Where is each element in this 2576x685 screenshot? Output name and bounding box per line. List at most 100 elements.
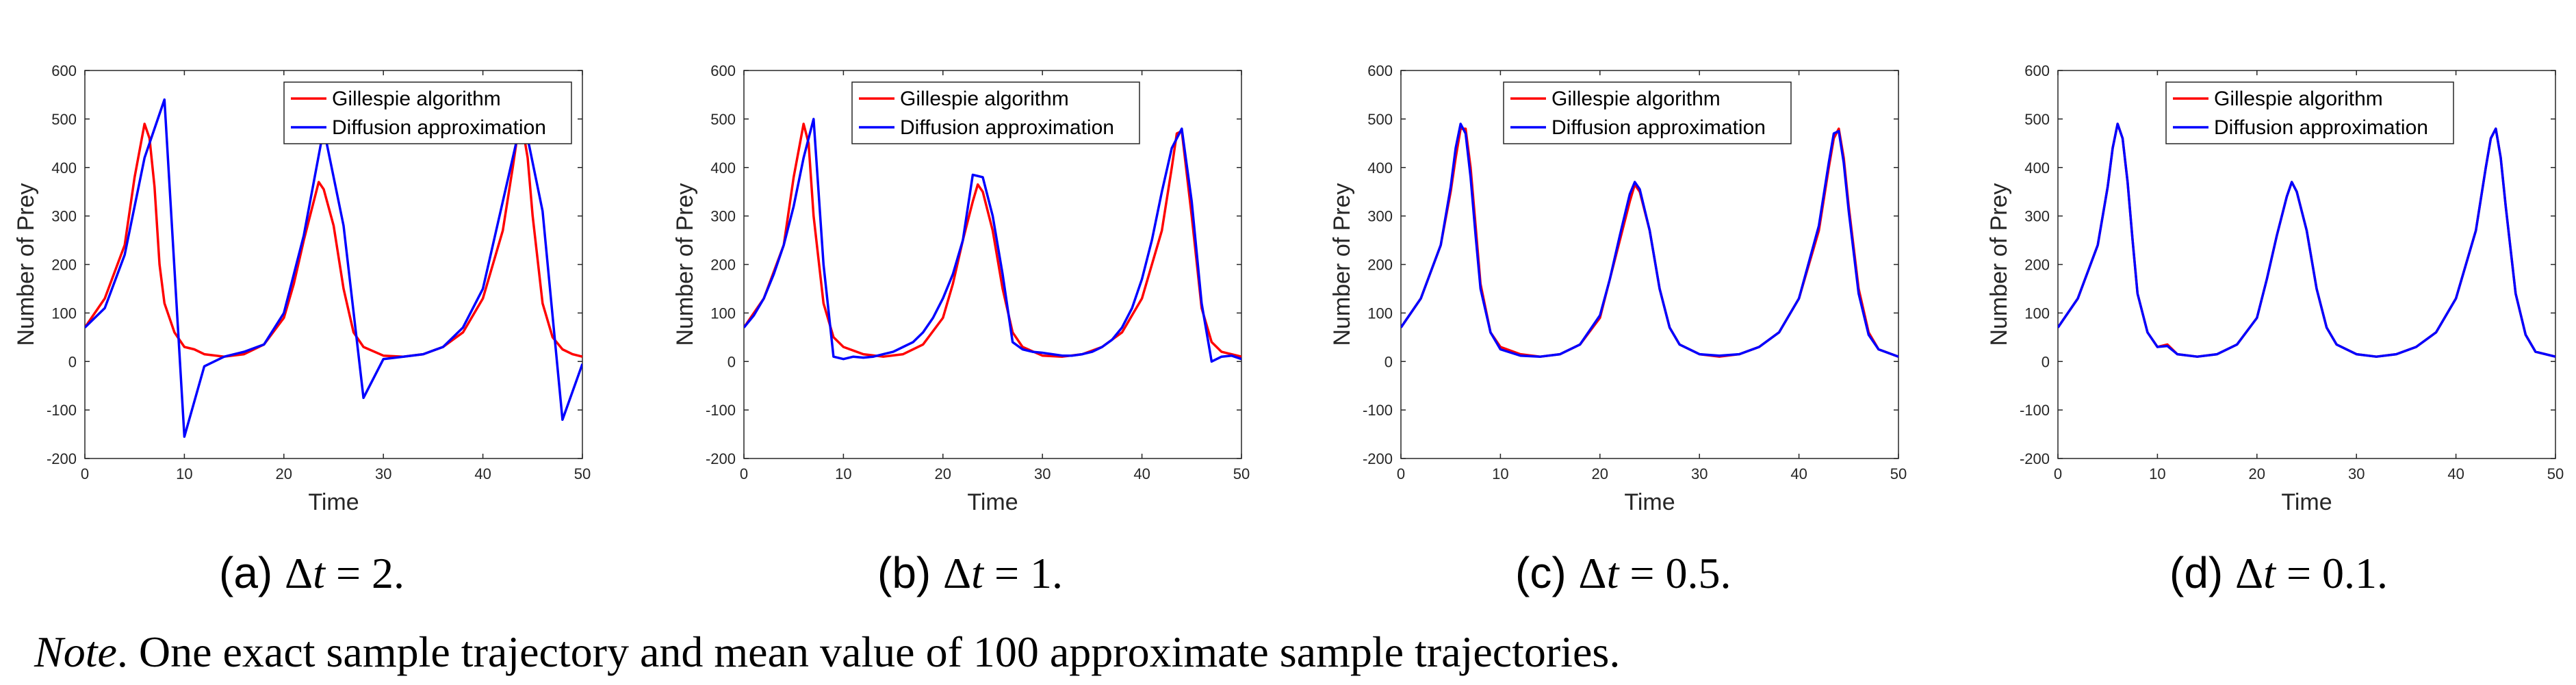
caption-b-var: t [971,549,983,597]
note-text: . One exact sample trajectory and mean v… [116,628,1621,676]
x-tick-label-b: 30 [1034,465,1051,482]
caption-d: (d) Δt = 0.1. [2169,547,2388,599]
y-tick-label-b: 500 [710,111,736,128]
x-tick-label-d: 10 [2149,465,2165,482]
y-tick-label-a: 300 [51,208,77,225]
y-tick-label-d: -100 [2020,402,2050,419]
y-tick-label-b: 0 [727,353,736,370]
x-tick-label-d: 0 [2054,465,2062,482]
x-tick-label-b: 20 [935,465,951,482]
y-tick-label-d: 200 [2024,257,2050,274]
x-axis-label-c: Time [1624,489,1675,515]
caption-d-symbol: Δ [2235,549,2264,597]
caption-a-symbol: Δ [285,549,313,597]
legend-label-d-1: Diffusion approximation [2214,116,2428,139]
x-tick-label-c: 30 [1691,465,1708,482]
y-tick-label-c: 300 [1367,208,1393,225]
y-tick-label-b: -100 [706,402,736,419]
y-tick-label-b: 600 [710,62,736,79]
y-tick-label-a: 100 [51,305,77,322]
chart-panel-d: -200 -100 0 100 200 300 400 500 600 0 10 20 30 40 50 Ti… [1986,62,2564,515]
y-tick-label-a: -200 [47,450,77,467]
x-tick-label-a: 50 [574,465,591,482]
x-tick-label-a: 20 [276,465,292,482]
y-tick-label-c: 0 [1384,353,1393,370]
caption-c-prefix: (c) [1515,548,1567,597]
chart-panel-a: -200 -100 0 100 200 300 400 500 600 0 10 20 30 40 50 Ti… [13,62,591,515]
caption-a: (a) Δt = 2. [219,547,404,599]
y-tick-label-d: 300 [2024,208,2050,225]
caption-d-eq: = 0.1. [2275,549,2388,597]
y-tick-label-a: 600 [51,62,77,79]
y-tick-label-b: 400 [710,159,736,177]
caption-a-prefix: (a) [219,548,273,597]
y-tick-label-c: 500 [1367,111,1393,128]
y-tick-label-d: 100 [2024,305,2050,322]
x-tick-label-b: 0 [740,465,748,482]
x-tick-label-a: 30 [375,465,391,482]
caption-d-var: t [2263,549,2276,597]
y-axis-label-c: Number of Prey [1329,183,1355,346]
caption-c-symbol: Δ [1578,549,1607,597]
legend-label-a-0: Gillespie algorithm [332,88,501,110]
caption-c-eq: = 0.5. [1619,549,1731,597]
legend-label-b-1: Diffusion approximation [900,116,1114,139]
caption-c: (c) Δt = 0.5. [1515,547,1731,599]
y-axis-label-b: Number of Prey [672,183,698,346]
y-tick-label-d: -200 [2020,450,2050,467]
y-tick-label-c: 200 [1367,257,1393,274]
y-tick-label-c: -200 [1363,450,1393,467]
caption-b-prefix: (b) [877,548,931,597]
x-tick-label-b: 50 [1233,465,1250,482]
legend-label-d-0: Gillespie algorithm [2214,88,2383,110]
y-tick-label-d: 400 [2024,159,2050,177]
caption-a-eq: = 2. [324,549,405,597]
y-tick-label-a: 500 [51,111,77,128]
figure-note: Note. One exact sample trajectory and me… [34,627,1620,677]
legend-label-b-0: Gillespie algorithm [900,88,1069,110]
series-line-d-diffusion [2058,122,2555,358]
x-tick-label-a: 40 [474,465,491,482]
legend-label-c-0: Gillespie algorithm [1551,88,1721,110]
y-tick-label-d: 500 [2024,111,2050,128]
y-tick-label-d: 600 [2024,62,2050,79]
note-label: Note [34,628,117,676]
y-tick-label-d: 0 [2042,353,2050,370]
series-line-b-diffusion [744,118,1241,363]
y-tick-label-c: -100 [1363,402,1393,419]
x-tick-label-c: 20 [1592,465,1608,482]
x-tick-label-a: 10 [176,465,192,482]
legend-box-b [851,81,1140,144]
chart-panel-b: -200 -100 0 100 200 300 400 500 600 0 10 20 30 40 50 Ti… [672,62,1250,515]
y-axis-label-d: Number of Prey [1986,183,2012,346]
y-tick-label-b: 100 [710,305,736,322]
x-tick-label-b: 40 [1133,465,1150,482]
y-tick-label-a: -100 [47,402,77,419]
x-tick-label-d: 20 [2249,465,2265,482]
y-tick-label-b: 200 [710,257,736,274]
x-tick-label-a: 0 [81,465,89,482]
caption-a-var: t [313,549,325,597]
caption-b-symbol: Δ [943,549,972,597]
caption-c-var: t [1606,549,1619,597]
x-tick-label-d: 40 [2447,465,2464,482]
caption-b-eq: = 1. [983,549,1064,597]
y-tick-label-c: 600 [1367,62,1393,79]
legend-label-a-1: Diffusion approximation [332,116,546,139]
x-axis-label-a: Time [308,489,359,515]
x-tick-label-c: 40 [1790,465,1807,482]
series-line-c-diffusion [1401,122,1898,358]
legend-box-d [2165,81,2454,144]
x-tick-label-d: 30 [2348,465,2365,482]
x-tick-label-c: 50 [1890,465,1907,482]
series-line-a-diffusion [85,98,582,438]
y-tick-label-a: 400 [51,159,77,177]
x-tick-label-b: 10 [835,465,851,482]
x-tick-label-d: 50 [2547,465,2564,482]
legend-box-c [1503,81,1792,144]
y-tick-label-b: 300 [710,208,736,225]
y-tick-label-b: -200 [706,450,736,467]
chart-panel-c: -200 -100 0 100 200 300 400 500 600 0 10 20 30 40 50 Ti… [1329,62,1907,515]
